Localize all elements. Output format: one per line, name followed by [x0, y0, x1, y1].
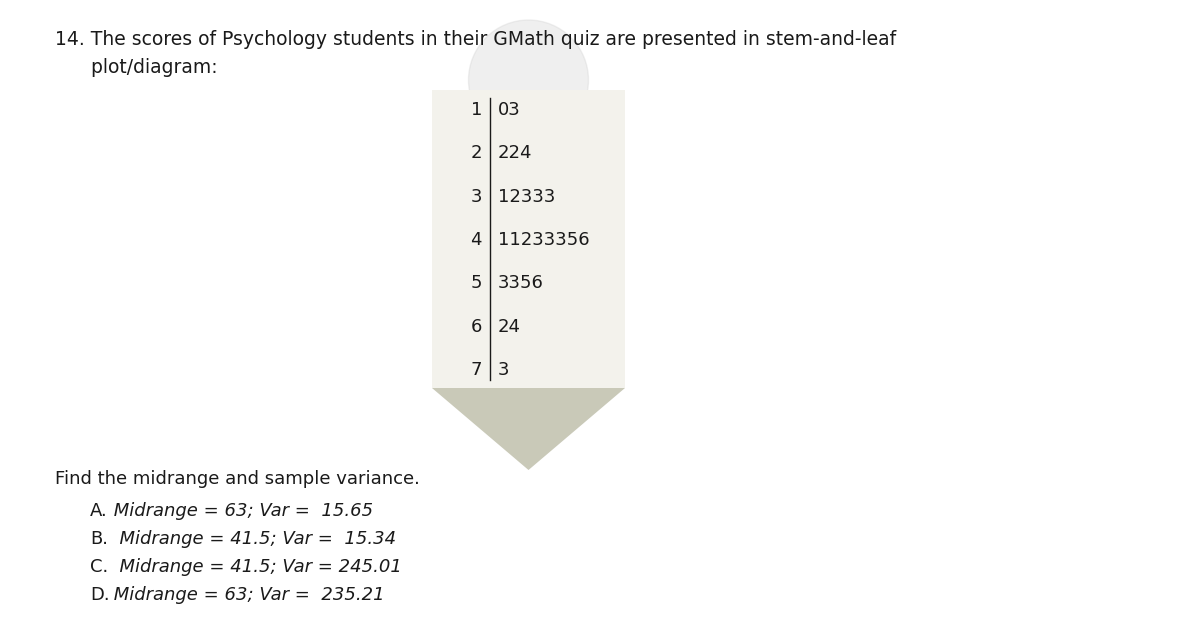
- Polygon shape: [432, 388, 625, 470]
- Text: 3356: 3356: [498, 274, 544, 292]
- FancyBboxPatch shape: [432, 90, 625, 388]
- Text: Midrange = 63; Var =  235.21: Midrange = 63; Var = 235.21: [108, 586, 385, 604]
- Text: C.: C.: [90, 558, 108, 576]
- Text: 14. The scores of Psychology students in their GMath quiz are presented in stem-: 14. The scores of Psychology students in…: [55, 30, 896, 49]
- Text: 12333: 12333: [498, 188, 556, 206]
- Text: D.: D.: [90, 586, 109, 604]
- Text: 5: 5: [470, 274, 482, 292]
- Text: 224: 224: [498, 144, 533, 162]
- Text: A.: A.: [90, 502, 108, 520]
- Text: Midrange = 41.5; Var = 245.01: Midrange = 41.5; Var = 245.01: [108, 558, 402, 576]
- Text: Find the midrange and sample variance.: Find the midrange and sample variance.: [55, 470, 420, 488]
- Text: Midrange = 63; Var =  15.65: Midrange = 63; Var = 15.65: [108, 502, 373, 520]
- Text: 3: 3: [498, 361, 510, 379]
- Circle shape: [468, 20, 588, 140]
- Text: 4: 4: [470, 231, 482, 249]
- Text: 24: 24: [498, 318, 521, 336]
- Text: 03: 03: [498, 101, 521, 119]
- Text: B.: B.: [90, 530, 108, 548]
- Text: 3: 3: [470, 188, 482, 206]
- Text: 2: 2: [470, 144, 482, 162]
- Text: plot/diagram:: plot/diagram:: [55, 58, 217, 77]
- Text: 1: 1: [470, 101, 482, 119]
- Text: 7: 7: [470, 361, 482, 379]
- Text: 6: 6: [470, 318, 482, 336]
- Text: 11233356: 11233356: [498, 231, 589, 249]
- Text: Midrange = 41.5; Var =  15.34: Midrange = 41.5; Var = 15.34: [108, 530, 396, 548]
